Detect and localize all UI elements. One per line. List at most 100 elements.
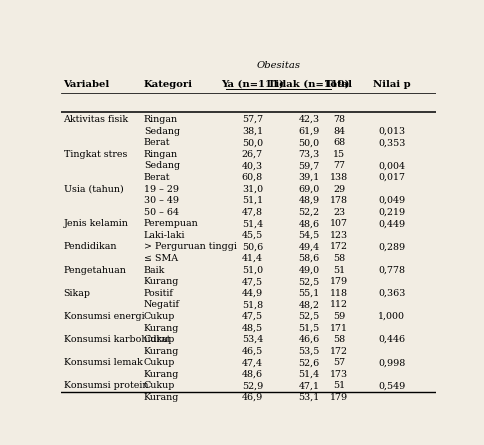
Text: 0,219: 0,219 (378, 208, 405, 217)
Text: 52,2: 52,2 (299, 208, 320, 217)
Text: 50,0: 50,0 (242, 138, 263, 147)
Text: 23: 23 (333, 208, 345, 217)
Text: 51: 51 (333, 381, 345, 390)
Text: 0,363: 0,363 (378, 289, 406, 298)
Text: 1,000: 1,000 (378, 312, 405, 321)
Text: Kurang: Kurang (144, 324, 179, 332)
Text: Berat: Berat (144, 173, 170, 182)
Text: Perempuan: Perempuan (144, 219, 198, 228)
Text: 58: 58 (333, 254, 345, 263)
Text: 58,6: 58,6 (299, 254, 320, 263)
Text: 53,4: 53,4 (242, 335, 263, 344)
Text: 68: 68 (333, 138, 345, 147)
Text: 49,0: 49,0 (299, 266, 320, 275)
Text: 78: 78 (333, 115, 345, 124)
Text: 40,3: 40,3 (242, 162, 263, 170)
Text: Kurang: Kurang (144, 370, 179, 379)
Text: 84: 84 (333, 127, 345, 136)
Text: Usia (tahun): Usia (tahun) (63, 185, 123, 194)
Text: 51,8: 51,8 (242, 300, 263, 309)
Text: 0,017: 0,017 (378, 173, 405, 182)
Text: 57: 57 (333, 358, 345, 367)
Text: 19 – 29: 19 – 29 (144, 185, 179, 194)
Text: Sikap: Sikap (63, 289, 91, 298)
Text: Laki-laki: Laki-laki (144, 231, 185, 240)
Text: 45,5: 45,5 (242, 231, 263, 240)
Text: Pengetahuan: Pengetahuan (63, 266, 126, 275)
Text: 53,1: 53,1 (299, 393, 320, 402)
Text: Pendidikan: Pendidikan (63, 243, 117, 251)
Text: 73,3: 73,3 (299, 150, 320, 159)
Text: 52,5: 52,5 (299, 312, 320, 321)
Text: 58: 58 (333, 335, 345, 344)
Text: 107: 107 (330, 219, 348, 228)
Text: Kurang: Kurang (144, 393, 179, 402)
Text: 54,5: 54,5 (299, 231, 320, 240)
Text: 69,0: 69,0 (299, 185, 320, 194)
Text: 179: 179 (330, 277, 348, 286)
Text: 48,9: 48,9 (299, 196, 320, 205)
Text: Positif: Positif (144, 289, 174, 298)
Text: 15: 15 (333, 150, 345, 159)
Text: Kurang: Kurang (144, 277, 179, 286)
Text: 49,4: 49,4 (299, 243, 320, 251)
Text: 59: 59 (333, 312, 345, 321)
Text: 51,4: 51,4 (299, 370, 320, 379)
Text: Aktivitas fisik: Aktivitas fisik (63, 115, 129, 124)
Text: 57,7: 57,7 (242, 115, 263, 124)
Text: 60,8: 60,8 (242, 173, 263, 182)
Text: 0,289: 0,289 (378, 243, 405, 251)
Text: 52,5: 52,5 (299, 277, 320, 286)
Text: 55,1: 55,1 (299, 289, 320, 298)
Text: 123: 123 (330, 231, 348, 240)
Text: 171: 171 (330, 324, 348, 332)
Text: 51,0: 51,0 (242, 266, 263, 275)
Text: 50 – 64: 50 – 64 (144, 208, 179, 217)
Text: 112: 112 (330, 300, 348, 309)
Text: 51: 51 (333, 266, 345, 275)
Text: Variabel: Variabel (63, 80, 110, 89)
Text: 48,6: 48,6 (299, 219, 320, 228)
Text: Baik: Baik (144, 266, 165, 275)
Text: 61,9: 61,9 (299, 127, 320, 136)
Text: 179: 179 (330, 393, 348, 402)
Text: Berat: Berat (144, 138, 170, 147)
Text: 47,5: 47,5 (242, 312, 263, 321)
Text: 0,449: 0,449 (378, 219, 405, 228)
Text: 31,0: 31,0 (242, 185, 263, 194)
Text: Konsumsi energi: Konsumsi energi (63, 312, 144, 321)
Text: Kategori: Kategori (144, 80, 193, 89)
Text: 50,6: 50,6 (242, 243, 263, 251)
Text: 42,3: 42,3 (299, 115, 320, 124)
Text: Konsumsi karbohidrat: Konsumsi karbohidrat (63, 335, 170, 344)
Text: Ringan: Ringan (144, 150, 178, 159)
Text: 39,1: 39,1 (299, 173, 320, 182)
Text: 138: 138 (330, 173, 348, 182)
Text: 46,9: 46,9 (242, 393, 263, 402)
Text: 0,778: 0,778 (378, 266, 405, 275)
Text: Cukup: Cukup (144, 312, 175, 321)
Text: 0,446: 0,446 (378, 335, 405, 344)
Text: 51,4: 51,4 (242, 219, 263, 228)
Text: Cukup: Cukup (144, 335, 175, 344)
Text: 53,5: 53,5 (299, 347, 320, 356)
Text: 47,8: 47,8 (242, 208, 263, 217)
Text: Negatif: Negatif (144, 300, 180, 309)
Text: Tingkat stres: Tingkat stres (63, 150, 127, 159)
Text: Ringan: Ringan (144, 115, 178, 124)
Text: 50,0: 50,0 (299, 138, 320, 147)
Text: Total: Total (325, 80, 353, 89)
Text: Obesitas: Obesitas (257, 61, 301, 70)
Text: 51,5: 51,5 (299, 324, 320, 332)
Text: Tidak (n=119): Tidak (n=119) (269, 80, 350, 89)
Text: 0,353: 0,353 (378, 138, 406, 147)
Text: 0,998: 0,998 (378, 358, 405, 367)
Text: Nilai p: Nilai p (373, 80, 410, 89)
Text: 172: 172 (330, 243, 348, 251)
Text: ≤ SMA: ≤ SMA (144, 254, 178, 263)
Text: Cukup: Cukup (144, 381, 175, 390)
Text: Ya (n=111): Ya (n=111) (221, 80, 284, 89)
Text: Konsumsi protein: Konsumsi protein (63, 381, 148, 390)
Text: 47,5: 47,5 (242, 277, 263, 286)
Text: 30 – 49: 30 – 49 (144, 196, 179, 205)
